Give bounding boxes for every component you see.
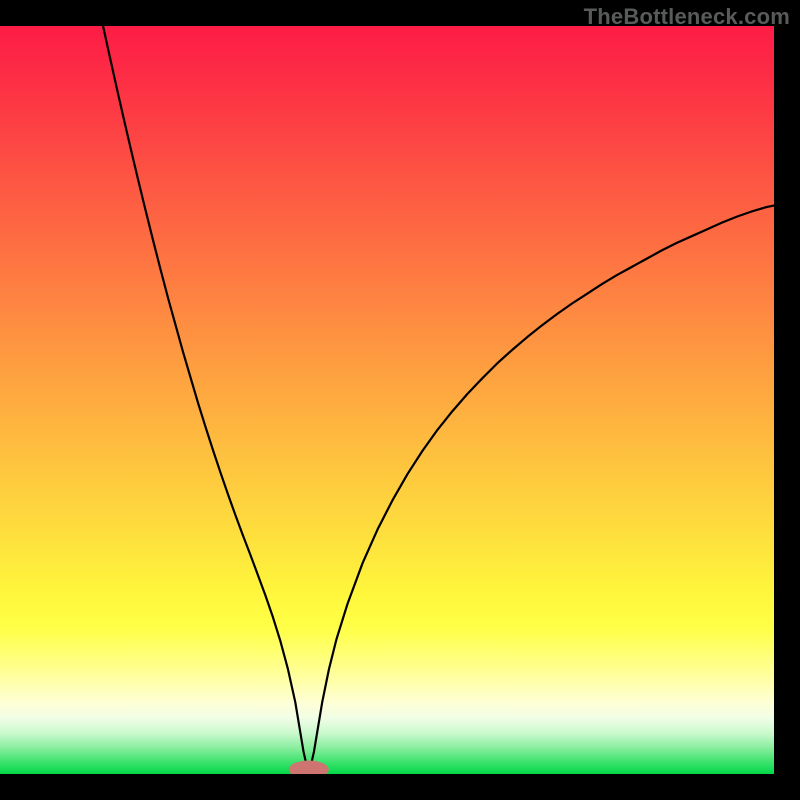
frame-right bbox=[774, 0, 800, 800]
bottleneck-curve-chart bbox=[0, 0, 800, 800]
chart-container: TheBottleneck.com bbox=[0, 0, 800, 800]
frame-bottom bbox=[0, 774, 800, 800]
plot-background bbox=[0, 26, 774, 774]
watermark-label: TheBottleneck.com bbox=[584, 4, 790, 30]
